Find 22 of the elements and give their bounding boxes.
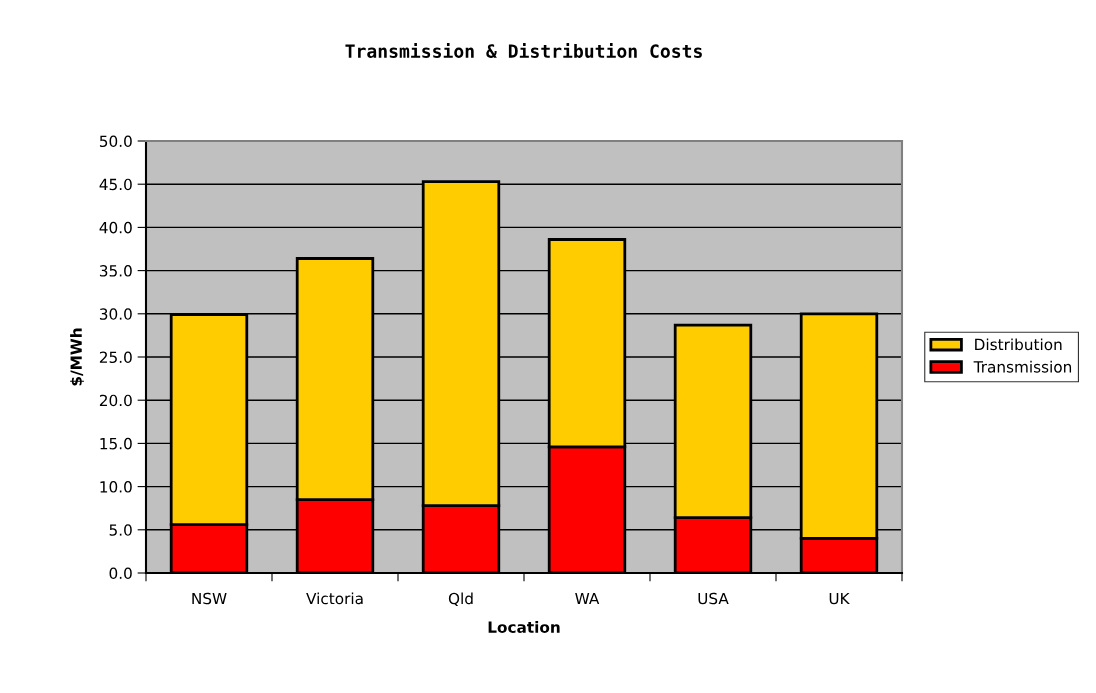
y-tick-label: 15.0 <box>100 437 132 450</box>
x-axis-title: Location <box>488 621 560 633</box>
chart-title: Transmission & Distribution Costs <box>345 42 702 58</box>
x-tick-label: Victoria <box>306 592 363 605</box>
y-tick-label: 45.0 <box>99 178 132 191</box>
y-tick-label: 35.0 <box>99 265 132 277</box>
y-tick-label: 20.0 <box>99 394 132 407</box>
legend-label: Distribution <box>975 338 1062 351</box>
y-axis-title: $/MWh <box>70 328 84 386</box>
y-tick-label: 30.0 <box>99 308 132 320</box>
x-tick-label: Qld <box>448 592 473 607</box>
y-tick-label: 10.0 <box>100 481 132 493</box>
y-tick-label: 50.0 <box>99 135 132 148</box>
x-tick-label: UK <box>829 592 850 605</box>
legend-label: Transmission <box>973 360 1072 373</box>
y-tick-label: 40.0 <box>99 221 132 234</box>
x-tick-label: NSW <box>192 592 227 605</box>
y-tick-label: 5.0 <box>109 524 132 536</box>
y-tick-label: 25.0 <box>99 351 132 364</box>
x-tick-label: USA <box>698 592 729 605</box>
x-tick-label: WA <box>575 592 600 605</box>
y-tick-label: 0.0 <box>109 567 132 580</box>
